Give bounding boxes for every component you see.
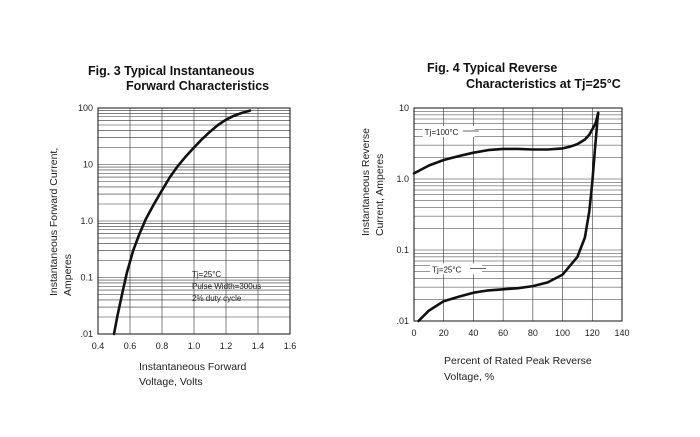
chart2-x-tick-label: 140	[614, 328, 629, 338]
chart2-series-2-label: Tj=25°C	[432, 265, 461, 274]
chart2-series-1-label: Tj=100°C	[425, 128, 459, 137]
chart2-y-tick-label: 10	[399, 103, 409, 113]
chart1-y-tick-label: 1.0	[80, 216, 93, 226]
chart2-x-tick-label: 100	[555, 328, 570, 338]
chart1-x-tick-label: 0.6	[124, 341, 137, 351]
chart2-y-tick-label: .01	[396, 316, 409, 326]
chart1-xlabel-line1: Instantaneous Forward	[139, 361, 247, 373]
chart1-ylabel-line2: Amperes	[62, 254, 74, 296]
chart1-title-line2: Forward Characteristics	[126, 79, 269, 93]
chart1-annotation-line1: Tj=25°C	[192, 270, 221, 279]
chart2-series-label-bg	[430, 263, 483, 275]
chart1-plot: 0.4 0.6 0.8 1.0 1.2 1.4 1.6 .01 0.1 1.0 10 100	[78, 103, 296, 351]
chart1-series-1-line	[112, 109, 252, 336]
chart2-title-line1: Fig. 4 Typical Reverse	[427, 61, 557, 75]
chart2-ylabel-line1: Instantaneous Reverse	[360, 128, 372, 236]
chart1-x-tick-label: 0.4	[92, 341, 105, 351]
chart2-x-tick-label: 80	[528, 328, 538, 338]
chart1-x-tick-label: 1.2	[220, 341, 233, 351]
chart2-y-tick-label: 1.0	[396, 174, 409, 184]
chart1-xlabel-line2: Voltage, Volts	[139, 376, 203, 388]
chart2-xlabel-line2: Voltage, %	[444, 371, 494, 383]
chart2-x-tick-label: 0	[411, 328, 416, 338]
chart2-plot: 0 20 40 60 80 100 120 140 .01 0.1 1.0 10	[396, 103, 629, 338]
chart1-y-tick-label: 100	[78, 103, 93, 113]
chart2-x-tick-label: 60	[498, 328, 508, 338]
chart1-y-tick-label: .01	[80, 329, 93, 339]
chart1-y-tick-label: 10	[83, 160, 93, 170]
chart2-frame	[413, 107, 623, 322]
chart1-title-line1: Fig. 3 Typical Instantaneous	[88, 64, 255, 78]
chart2-y-tick-label: 0.1	[396, 245, 409, 255]
chart1-y-tick-label: 0.1	[80, 273, 93, 283]
chart2-series-2-line	[417, 111, 600, 323]
chart2-series-1-line	[412, 111, 600, 175]
chart1-x-tick-label: 0.8	[156, 341, 169, 351]
chart2-ylabel-line2: Current, Amperes	[374, 154, 386, 236]
chart2-title-line2: Characteristics at Tj=25°C	[466, 77, 621, 91]
chart1-x-tick-label: 1.6	[284, 341, 297, 351]
chart1-annotation-line3: 2% duty cycle	[192, 294, 242, 303]
chart2-series-label-bg	[422, 126, 475, 138]
chart1-x-tick-label: 1.0	[188, 341, 201, 351]
chart1-x-tick-label: 1.4	[252, 341, 265, 351]
chart2-x-tick-label: 20	[439, 328, 449, 338]
chart1-frame	[97, 107, 291, 335]
chart2-xlabel-line1: Percent of Rated Peak Reverse	[444, 355, 592, 367]
chart1-ylabel-line1: Instantaneous Forward Current,	[48, 148, 60, 296]
chart2-x-tick-label: 40	[468, 328, 478, 338]
chart2-x-tick-label: 120	[585, 328, 600, 338]
